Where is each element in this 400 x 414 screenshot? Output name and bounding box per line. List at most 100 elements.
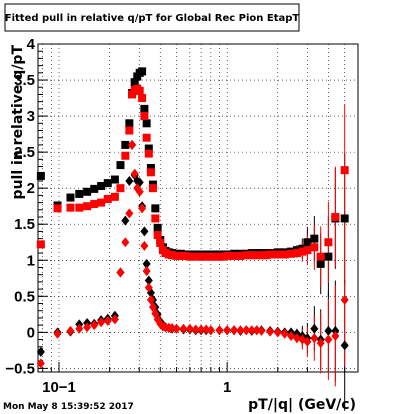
y-tick-label: 2	[27, 180, 35, 197]
y-tick-label: 1	[27, 252, 35, 269]
diamond-marker	[97, 317, 106, 328]
square-marker	[144, 144, 153, 153]
y-tick-label: 1.5	[14, 216, 35, 233]
square-marker	[66, 193, 75, 202]
square-marker	[310, 234, 319, 243]
square-marker	[75, 189, 84, 198]
square-marker	[273, 250, 282, 259]
diamond-marker	[292, 333, 301, 344]
diamond-marker	[215, 325, 224, 336]
square-marker	[261, 251, 270, 260]
square-marker	[146, 163, 155, 172]
square-marker	[140, 112, 149, 121]
diamond-marker	[53, 328, 62, 339]
x-axis-label: pT/|q| (GeV/c)	[248, 397, 356, 413]
diamond-marker	[331, 325, 340, 336]
square-marker	[168, 251, 177, 260]
diamond-marker	[230, 325, 239, 336]
square-marker	[144, 149, 153, 158]
square-marker	[125, 126, 134, 135]
diamond-marker	[340, 340, 349, 351]
square-marker	[266, 250, 275, 259]
square-marker	[340, 214, 349, 223]
square-marker	[36, 240, 45, 249]
diamond-marker	[36, 346, 45, 357]
x-tick-label: 10−1	[42, 379, 76, 396]
square-marker	[257, 251, 266, 260]
diamond-marker	[75, 323, 84, 334]
diamond-marker	[125, 208, 134, 219]
square-marker	[211, 252, 220, 261]
square-marker	[252, 251, 261, 260]
square-marker	[316, 252, 325, 261]
square-marker	[331, 213, 340, 222]
diamond-marker	[197, 324, 206, 335]
square-marker	[298, 247, 307, 256]
square-marker	[340, 166, 349, 175]
diamond-marker	[191, 324, 200, 335]
square-marker	[116, 184, 125, 193]
diamond-marker	[135, 186, 144, 197]
y-tick-label: 4	[27, 36, 36, 53]
y-tick-label: −0.5	[5, 360, 35, 377]
diamond-marker	[340, 294, 349, 305]
diamond-marker	[242, 325, 251, 336]
square-marker	[110, 175, 119, 184]
square-marker	[191, 252, 200, 261]
diamond-marker	[247, 325, 256, 336]
square-marker	[247, 251, 256, 260]
square-marker	[303, 246, 312, 255]
diamond-marker	[324, 325, 333, 336]
square-marker	[230, 251, 239, 260]
diamond-marker	[316, 338, 325, 349]
diamond-marker	[266, 326, 275, 337]
square-marker	[287, 249, 296, 258]
square-marker	[197, 252, 206, 261]
square-marker	[135, 86, 144, 95]
square-marker	[151, 204, 160, 213]
square-marker	[185, 252, 194, 261]
square-marker	[116, 161, 125, 170]
diamond-marker	[185, 323, 194, 334]
square-marker	[223, 251, 232, 260]
square-marker	[90, 184, 99, 193]
diamond-marker	[202, 324, 211, 335]
square-marker	[128, 90, 137, 99]
square-marker	[140, 104, 149, 113]
square-marker	[103, 179, 112, 188]
square-marker	[292, 249, 301, 258]
diamond-marker	[138, 203, 147, 214]
square-marker	[316, 259, 325, 268]
diamond-marker	[179, 323, 188, 334]
square-marker	[310, 243, 319, 252]
square-marker	[121, 140, 130, 149]
square-marker	[280, 250, 289, 259]
square-marker	[83, 202, 92, 211]
y-tick-label: 3.5	[14, 72, 35, 89]
square-marker	[53, 204, 62, 213]
square-marker	[176, 251, 185, 260]
square-marker	[324, 238, 333, 247]
diamond-marker	[252, 325, 261, 336]
y-tick-label: 0.5	[14, 288, 35, 305]
error-bars	[37, 70, 348, 411]
diamond-marker	[172, 323, 181, 334]
diamond-marker	[331, 330, 340, 341]
square-marker	[180, 251, 189, 260]
square-marker	[142, 119, 151, 128]
diamond-marker	[36, 358, 45, 369]
diamond-marker	[116, 267, 125, 278]
square-marker	[303, 238, 312, 247]
diamond-marker	[257, 325, 266, 336]
square-marker	[97, 198, 106, 207]
square-marker	[151, 214, 160, 223]
square-marker	[125, 119, 134, 128]
diamond-marker	[273, 327, 282, 338]
square-marker	[121, 151, 130, 160]
square-marker	[153, 231, 162, 240]
diamond-marker	[142, 258, 151, 269]
square-marker	[83, 187, 92, 196]
title-box: Fitted pull in relative q/pT for Global …	[4, 3, 300, 32]
square-marker	[242, 251, 251, 260]
diamond-marker	[144, 275, 153, 286]
